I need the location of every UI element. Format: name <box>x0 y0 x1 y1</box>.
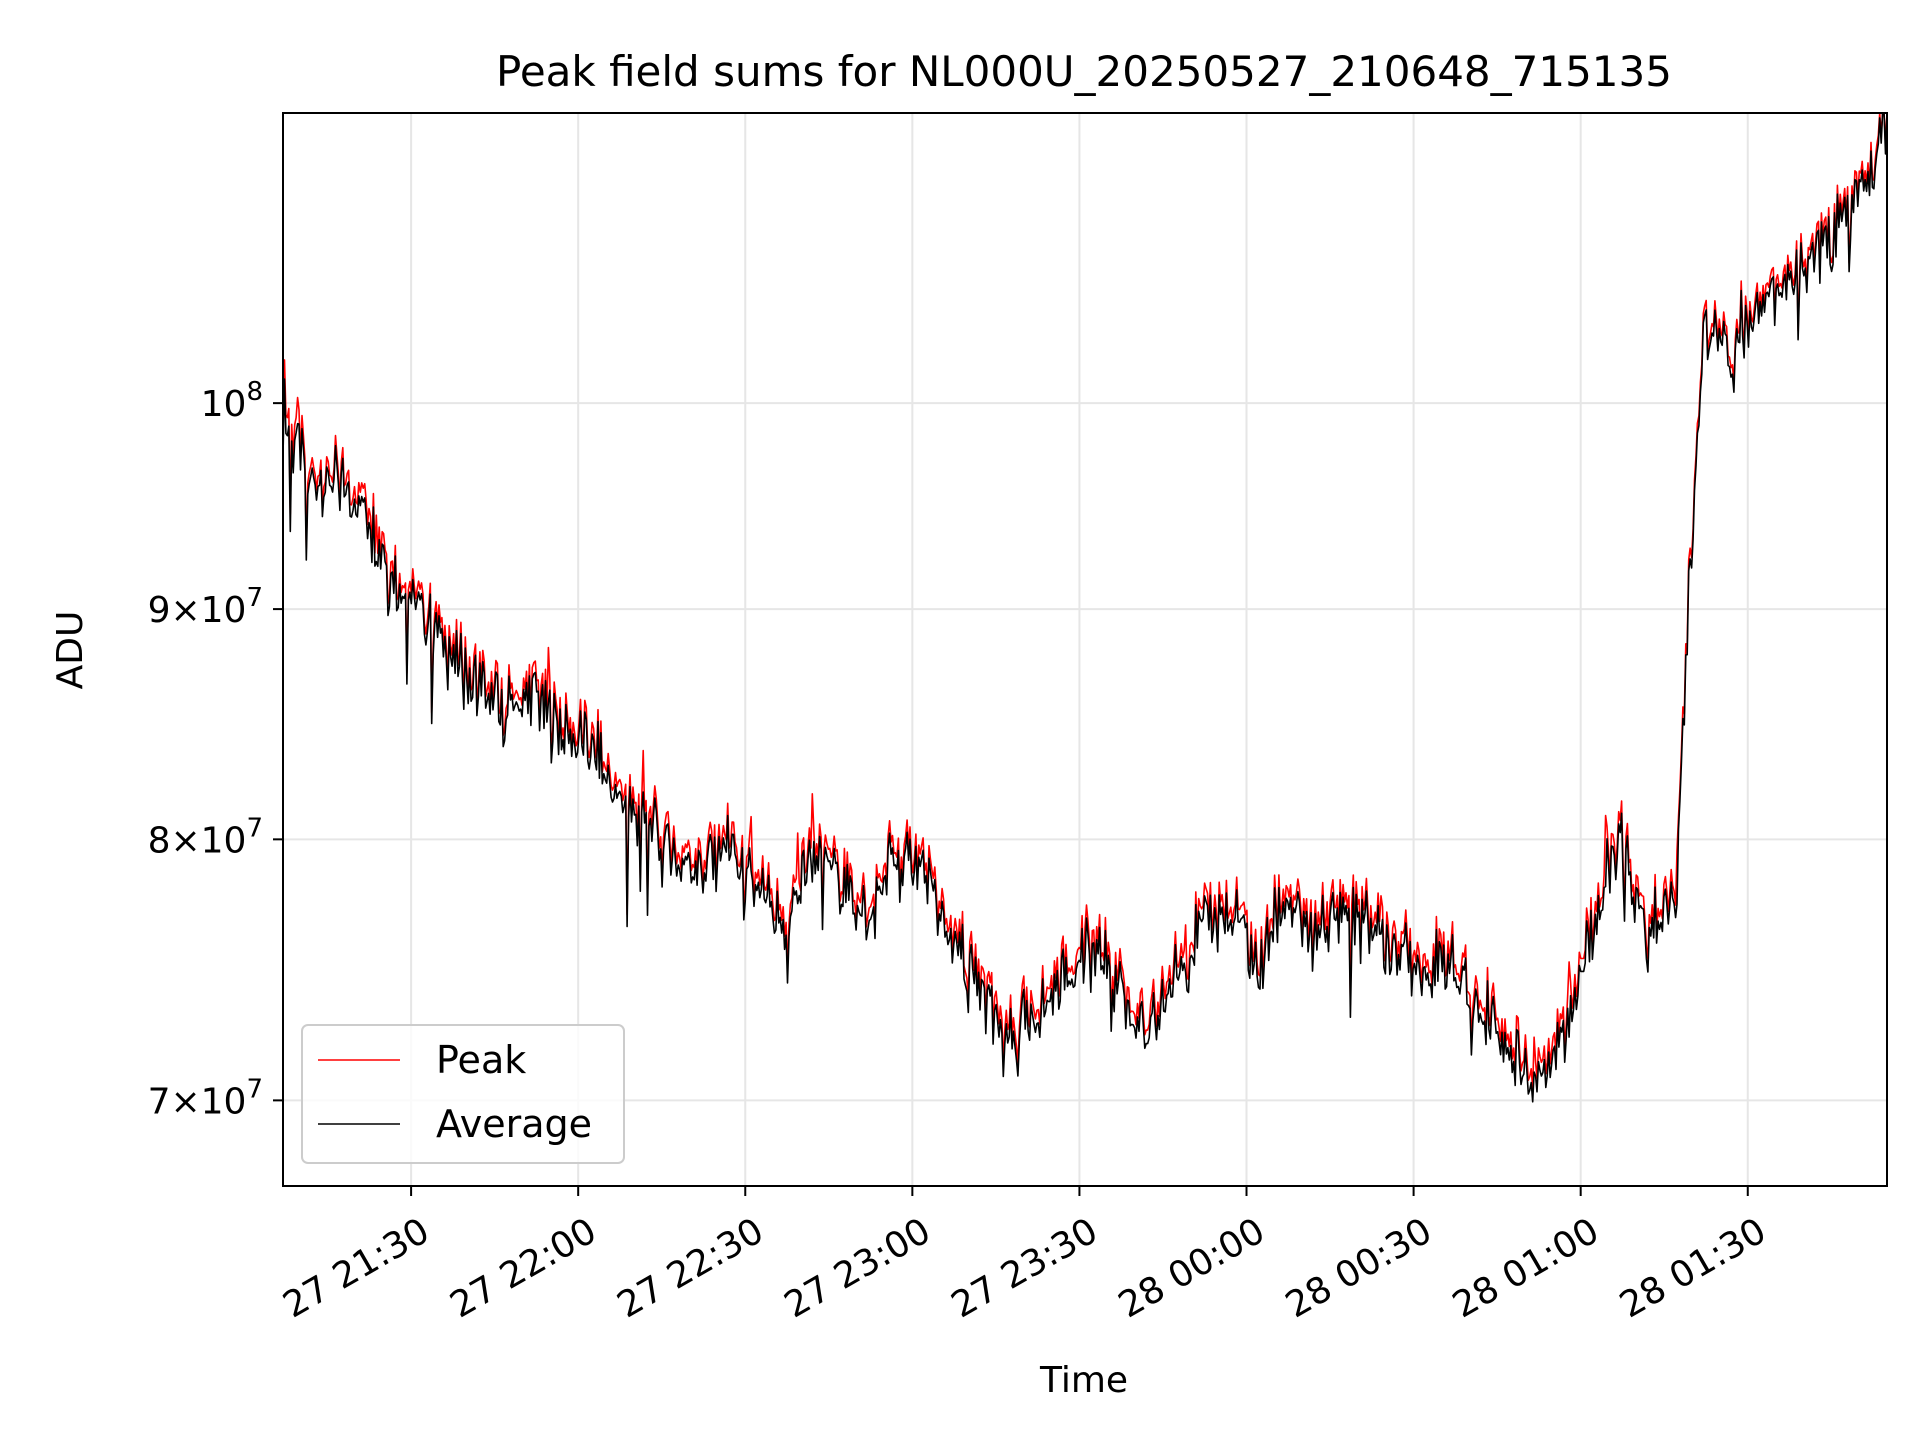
legend-average-label: Average <box>436 1102 592 1146</box>
plot-frame <box>282 112 1888 1187</box>
y-tick-label: 108 <box>201 377 263 425</box>
legend-peak-label: Peak <box>436 1038 526 1082</box>
legend: Peak Average <box>301 1024 625 1164</box>
y-axis: 108 9×107 8×107 7×107 <box>148 377 283 1122</box>
series-layer <box>282 112 1888 1103</box>
y-tick-label: 8×107 <box>148 813 263 861</box>
y-tick-label: 9×107 <box>148 583 263 631</box>
series-line-average <box>282 112 1888 1103</box>
y-tick-label: 7×107 <box>148 1074 263 1122</box>
x-axis-label: Time <box>1039 1360 1128 1401</box>
chart-title: Peak field sums for NL000U_20250527_2106… <box>496 47 1672 96</box>
grid-lines <box>283 113 1887 1186</box>
y-axis-label: ADU <box>50 611 91 690</box>
